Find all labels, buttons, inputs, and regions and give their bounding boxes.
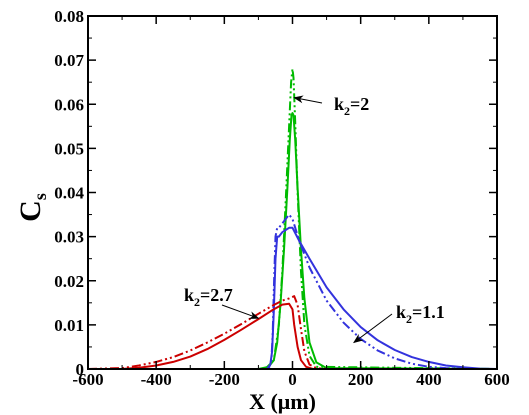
x-tick-label: 0 <box>288 370 297 389</box>
y-tick-label: 0.06 <box>54 95 84 114</box>
annotation-k2-2-7: k2=2.7 <box>184 285 233 309</box>
y-tick-label: 0.01 <box>54 316 84 335</box>
y-tick-label: 0.03 <box>54 228 84 247</box>
annotation-k2-2-7-value: =2.7 <box>200 285 233 305</box>
tick-labels-layer: -600 -400 -200 0 200 400 600 0 0.01 0.02 0.03 0.04 0… <box>54 7 510 389</box>
x-tick-label: 400 <box>416 370 442 389</box>
annotation-k2-2-7-arrow <box>221 304 260 319</box>
annotation-k2-1-1-k: k <box>396 302 406 322</box>
series-line-k2-2-dashdotdot <box>88 67 498 370</box>
y-axis-label-main: C <box>14 200 47 222</box>
y-tick-label: 0 <box>76 360 85 379</box>
y-axis-label: Cs <box>14 193 50 222</box>
x-tick-label: 600 <box>484 370 510 389</box>
series-line-k2-2-7-dashdotdot <box>87 295 497 370</box>
annotation-k2-2: k2=2 <box>334 94 369 118</box>
x-tick-label: -600 <box>72 370 103 389</box>
series-layer <box>87 67 498 370</box>
annotation-k2-1-1: k2=1.1 <box>396 302 445 326</box>
annotations-layer: k2=2k2=2.7k2=1.1 <box>184 94 445 344</box>
annotation-k2-1-1-sub: 2 <box>406 312 412 326</box>
annotation-k2-2-arrow <box>293 95 323 104</box>
annotation-k2-2-k: k <box>334 94 344 114</box>
x-tick-label: -200 <box>209 370 240 389</box>
annotation-k2-1-1-arrow <box>353 313 393 344</box>
y-axis-label-subscript: s <box>30 193 50 200</box>
x-tick-label: -400 <box>141 370 172 389</box>
annotation-k2-2-7-k: k <box>184 285 194 305</box>
x-tick-label: 200 <box>348 370 374 389</box>
annotation-k2-2-7-sub: 2 <box>194 295 200 309</box>
series-line-k2-2-7-solid <box>88 302 497 370</box>
series-line-k2-2-solid <box>88 112 498 370</box>
annotation-k2-1-1-value: =1.1 <box>412 302 445 322</box>
y-tick-label: 0.05 <box>54 139 84 158</box>
y-tick-label: 0.07 <box>54 51 84 70</box>
x-axis-label: X (μm) <box>249 389 316 414</box>
y-tick-label: 0.04 <box>54 184 84 203</box>
annotation-k2-2-sub: 2 <box>344 104 350 118</box>
series-line-k2-1-1-solid <box>88 226 498 370</box>
y-tick-label: 0.08 <box>54 7 84 26</box>
ticks-layer <box>87 15 498 370</box>
y-tick-label: 0.02 <box>54 272 84 291</box>
series-line-k2-1-1-dashdotdot <box>88 213 497 370</box>
annotation-k2-2-value: =2 <box>350 94 369 114</box>
